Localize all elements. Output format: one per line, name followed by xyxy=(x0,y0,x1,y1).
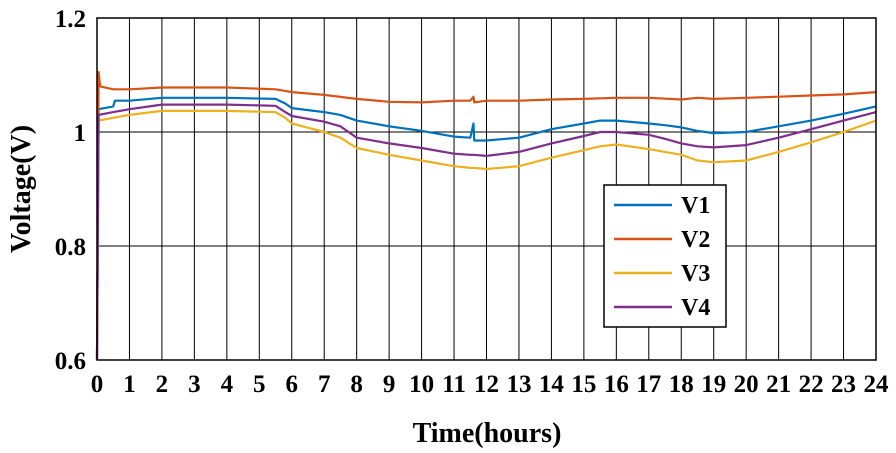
series-line-v3 xyxy=(95,109,877,361)
x-tick-label: 13 xyxy=(506,371,531,398)
x-tick-label: 7 xyxy=(318,371,331,398)
series-line-v4 xyxy=(95,103,877,361)
y-tick-label: 0.6 xyxy=(55,348,86,375)
x-tick-label: 14 xyxy=(539,371,565,398)
x-tick-label: 10 xyxy=(409,371,434,398)
x-tick-label: 1 xyxy=(123,371,136,398)
x-tick-label: 2 xyxy=(156,371,169,398)
x-tick-label: 11 xyxy=(442,371,466,398)
y-tick-labels: 0.6 0.8 1 1.2 xyxy=(55,6,86,375)
x-tick-label: 20 xyxy=(734,371,759,398)
data-series xyxy=(95,71,877,361)
legend-label-v3: V3 xyxy=(681,261,710,287)
plot-frame xyxy=(96,17,877,361)
x-tick-label: 17 xyxy=(636,371,661,398)
x-tick-label: 0 xyxy=(91,371,104,398)
x-tick-label: 12 xyxy=(474,371,499,398)
series-line-v1 xyxy=(95,96,877,361)
legend-label-v2: V2 xyxy=(681,227,710,253)
x-tick-label: 22 xyxy=(799,371,824,398)
series-line-v2 xyxy=(95,71,877,361)
x-tick-label: 24 xyxy=(864,371,890,398)
x-tick-label: 21 xyxy=(766,371,791,398)
x-tick-label: 8 xyxy=(350,371,363,398)
x-tick-label: 16 xyxy=(604,371,629,398)
x-tick-label: 19 xyxy=(701,371,726,398)
legend-box xyxy=(603,184,727,328)
legend-label-v1: V1 xyxy=(681,193,710,219)
x-tick-labels: 0 1 2 3 4 5 6 7 8 9 10 11 12 13 14 15 16 17 18 19 20 21 22 23 24 xyxy=(91,371,889,398)
x-tick-label: 3 xyxy=(188,371,201,398)
y-axis-title: Voltage(V) xyxy=(6,125,37,253)
x-tick-label: 5 xyxy=(253,371,266,398)
x-tick-label: 6 xyxy=(286,371,299,398)
x-tick-label: 23 xyxy=(831,371,856,398)
legend-label-v4: V4 xyxy=(681,295,710,321)
x-tick-label: 4 xyxy=(221,371,234,398)
legend: V1 V2 V3 V4 xyxy=(603,184,727,328)
x-tick-label: 9 xyxy=(383,371,396,398)
y-tick-label: 0.8 xyxy=(55,234,86,261)
y-tick-label: 1 xyxy=(74,120,87,147)
y-tick-label: 1.2 xyxy=(55,6,86,33)
x-axis-title: Time(hours) xyxy=(413,418,562,449)
x-tick-label: 15 xyxy=(571,371,596,398)
x-tick-label: 18 xyxy=(669,371,694,398)
